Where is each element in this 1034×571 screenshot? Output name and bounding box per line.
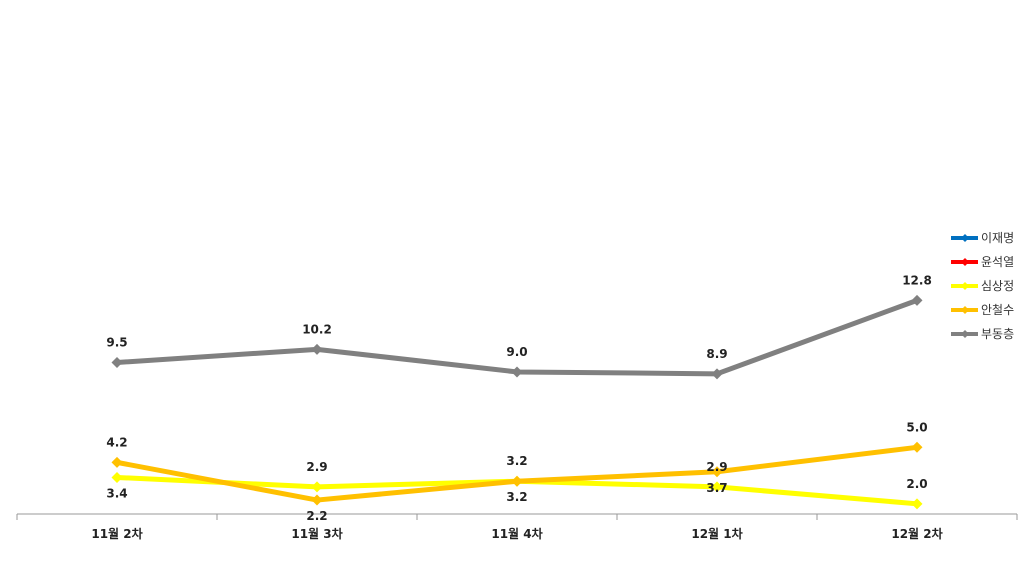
data-point <box>311 481 323 493</box>
data-point <box>511 366 523 378</box>
data-label: 3.2 <box>506 490 527 504</box>
data-point <box>111 357 123 369</box>
legend-label: 부동층 <box>981 327 1014 341</box>
data-point <box>711 466 723 478</box>
legend-label: 이재명 <box>981 231 1014 245</box>
data-label: 12.8 <box>902 273 932 287</box>
data-label: 9.0 <box>506 345 527 359</box>
legend-marker <box>961 306 969 314</box>
legend-marker <box>961 330 969 338</box>
data-point <box>511 475 523 487</box>
data-label: 10.2 <box>302 322 332 336</box>
legend-label: 심상정 <box>981 279 1014 293</box>
legend-label: 안철수 <box>981 303 1014 317</box>
x-tick-labels: 11월 2차 11월 3차 11월 4차 12월 1차 12월 2차 <box>91 526 942 541</box>
data-label: 9.5 <box>106 336 127 350</box>
data-label: 2.2 <box>306 509 327 523</box>
legend-marker <box>961 258 969 266</box>
data-labels: 33.035.935.740.642.444.644.443.841.834.9… <box>106 273 932 523</box>
legend-marker <box>961 282 969 290</box>
series-lines <box>111 294 923 510</box>
data-point <box>711 368 723 380</box>
x-tick-label: 12월 2차 <box>891 526 942 541</box>
data-label: 2.9 <box>706 460 727 474</box>
data-label: 3.7 <box>706 481 727 495</box>
data-label: 4.2 <box>106 435 127 449</box>
x-axis <box>16 513 1018 520</box>
data-point <box>711 481 723 493</box>
data-label: 8.9 <box>706 347 727 361</box>
data-point <box>311 494 323 506</box>
data-label: 2.9 <box>306 460 327 474</box>
legend-marker <box>961 234 969 242</box>
data-point <box>111 471 123 483</box>
data-point <box>911 441 923 453</box>
data-label: 2.0 <box>906 477 927 491</box>
data-point <box>911 498 923 510</box>
x-tick-label: 11월 2차 <box>91 526 142 541</box>
data-label: 3.2 <box>506 454 527 468</box>
x-tick-label: 11월 3차 <box>291 526 342 541</box>
data-label: 3.4 <box>106 486 127 500</box>
x-tick-label: 12월 1차 <box>691 526 742 541</box>
data-point <box>311 343 323 355</box>
legend-label: 윤석열 <box>981 255 1014 269</box>
data-point <box>111 456 123 468</box>
x-tick-label: 11월 4차 <box>491 526 542 541</box>
series-line-4 <box>116 298 918 377</box>
data-point <box>911 294 923 306</box>
data-label: 5.0 <box>906 420 927 434</box>
